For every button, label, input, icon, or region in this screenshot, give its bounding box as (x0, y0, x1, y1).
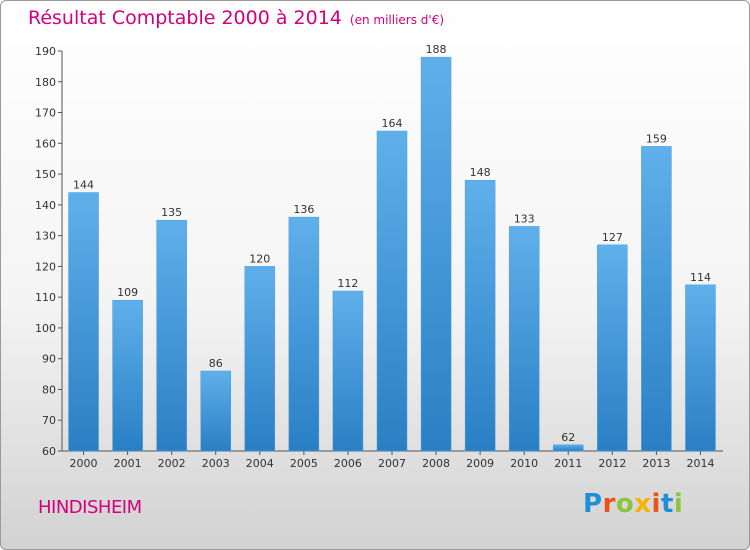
y-tick-label: 160 (35, 137, 56, 150)
logo-letter: i (673, 489, 684, 519)
logo-letter: t (660, 489, 674, 519)
bar (553, 444, 584, 452)
commune-name: HINDISHEIM (38, 497, 142, 518)
bar (156, 219, 187, 452)
bar-value-label: 144 (73, 179, 94, 192)
x-tick-label: 2011 (554, 457, 582, 470)
y-tick-label: 140 (35, 199, 56, 212)
logo-letter: x (634, 489, 652, 519)
bar (332, 290, 364, 452)
logo-letter: o (615, 489, 635, 519)
bar (244, 266, 276, 452)
bar-value-label: 136 (293, 203, 314, 216)
bar-value-label: 164 (382, 117, 403, 130)
y-tick-label: 150 (35, 168, 56, 181)
logo-letter: i (651, 489, 661, 519)
logo-letter: P (583, 489, 603, 519)
bar (420, 56, 452, 452)
bar-value-label: 86 (209, 357, 223, 370)
proxiti-logo: Proxiti (583, 489, 683, 519)
x-tick-label: 2010 (510, 457, 538, 470)
x-tick-label: 2004 (246, 457, 274, 470)
bar-value-label: 133 (514, 212, 535, 225)
chart-unit-label: (en milliers d'€) (349, 13, 445, 27)
y-tick-label: 120 (35, 260, 56, 273)
bar-value-label: 135 (161, 206, 182, 219)
bar (376, 130, 408, 452)
x-tick-label: 2003 (202, 457, 230, 470)
bar (597, 244, 628, 452)
y-tick-label: 180 (35, 76, 56, 89)
bar-value-label: 109 (117, 286, 138, 299)
y-tick-label: 130 (35, 230, 56, 243)
y-tick-label: 60 (42, 445, 56, 458)
chart-bars: 144 109 135 86 120 136 112 164 188 148 133 62 127 159… (68, 43, 716, 452)
bar (641, 146, 672, 452)
x-tick-label: 2000 (70, 457, 98, 470)
x-tick-label: 2013 (642, 457, 670, 470)
bar (685, 284, 716, 452)
y-tick-label: 70 (42, 414, 56, 427)
x-tick-label: 2008 (422, 457, 450, 470)
bar-value-label: 62 (561, 431, 575, 444)
bar (200, 370, 231, 452)
bar-value-label: 127 (602, 231, 623, 244)
x-tick-label: 2005 (290, 457, 318, 470)
x-tick-label: 2002 (158, 457, 186, 470)
y-tick-label: 110 (35, 291, 56, 304)
y-tick-label: 90 (42, 353, 56, 366)
bar-value-label: 148 (470, 166, 491, 179)
bar (464, 179, 496, 452)
bar-value-label: 120 (249, 252, 270, 265)
x-tick-label: 2001 (114, 457, 142, 470)
y-tick-label: 170 (35, 107, 56, 120)
y-tick-label: 100 (35, 322, 56, 335)
bar-value-label: 114 (690, 271, 711, 284)
y-tick-label: 80 (42, 383, 56, 396)
bar-value-label: 159 (646, 132, 667, 145)
logo-letter: r (602, 489, 616, 519)
chart-title: Résultat Comptable 2000 à 2014 (en millie… (28, 7, 444, 29)
x-tick-label: 2012 (598, 457, 626, 470)
x-tick-label: 2006 (334, 457, 362, 470)
y-tick-label: 190 (35, 45, 56, 58)
chart-title-text: Résultat Comptable 2000 à 2014 (28, 7, 342, 29)
bar (288, 216, 320, 452)
bar-value-label: 188 (426, 43, 447, 56)
bar (508, 226, 540, 452)
x-tick-label: 2009 (466, 457, 494, 470)
x-tick-label: 2007 (378, 457, 406, 470)
bar (112, 299, 143, 452)
bar (68, 192, 99, 452)
bar-value-label: 112 (337, 277, 358, 290)
x-tick-label: 2014 (686, 457, 714, 470)
